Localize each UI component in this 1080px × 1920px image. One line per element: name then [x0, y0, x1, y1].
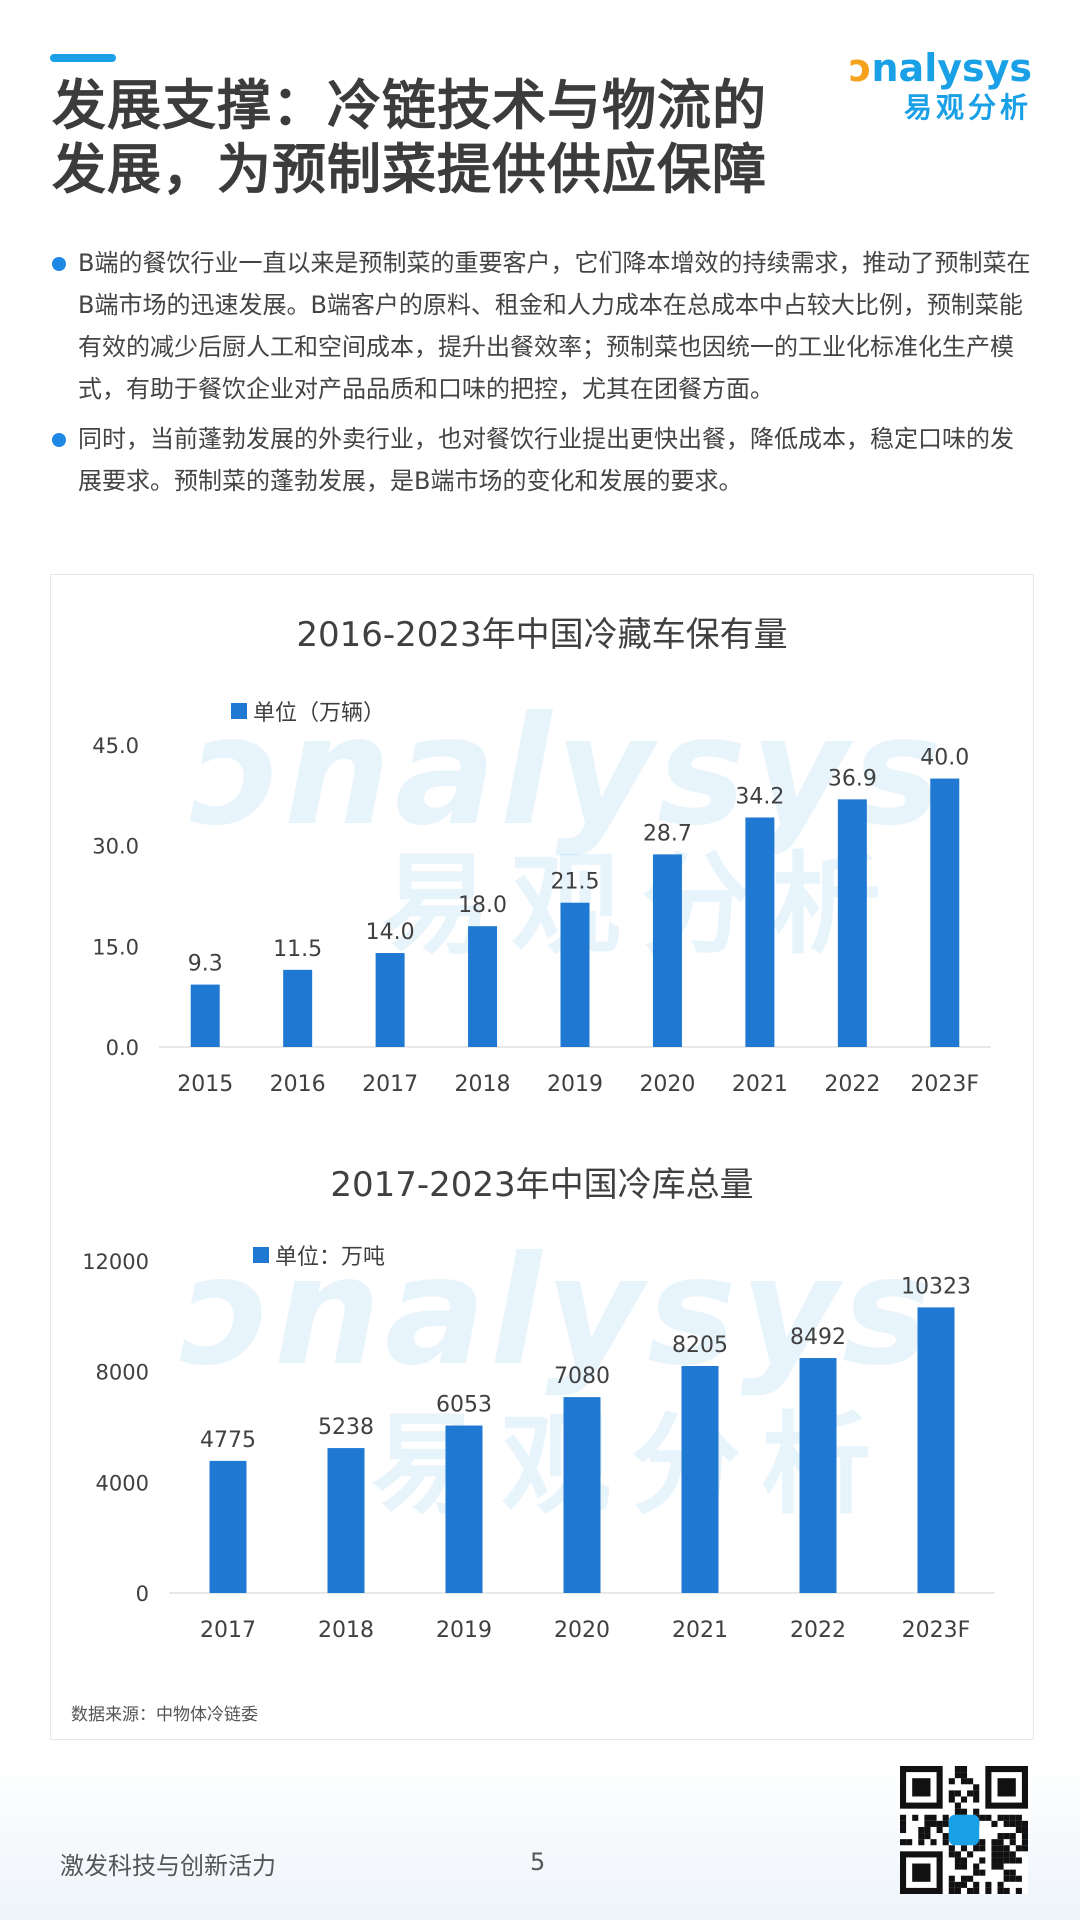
x-tick-label: 2020 — [554, 1618, 610, 1643]
bar-value-label: 9.3 — [188, 952, 223, 977]
x-tick-label: 2020 — [639, 1072, 695, 1097]
y-tick-label: 0.0 — [106, 1036, 139, 1060]
x-tick-label: 2021 — [732, 1072, 788, 1097]
legend-swatch — [231, 703, 247, 719]
chart2-legend-label: 单位：万吨 — [275, 1245, 386, 1270]
page-title-line2: 发展，为预制菜提供供应保障 — [52, 138, 767, 201]
x-tick-label: 2017 — [200, 1618, 256, 1643]
bar-value-label: 34.2 — [735, 784, 784, 809]
logo-en-text: nalysys — [871, 46, 1033, 90]
bar — [745, 817, 775, 1047]
bar — [799, 1358, 837, 1593]
bar — [560, 902, 590, 1047]
bar-value-label: 4775 — [200, 1428, 256, 1453]
chart2-title: 2017-2023年中国冷库总量 — [330, 1165, 754, 1205]
y-tick-label: 4000 — [96, 1471, 149, 1495]
bar-value-label: 8205 — [672, 1333, 728, 1358]
x-tick-label: 2019 — [547, 1072, 603, 1097]
bullet-item: 同时，当前蓬勃发展的外卖行业，也对餐饮行业提出更快出餐，降低成本，稳定口味的发展… — [52, 418, 1032, 502]
bullet-item: B端的餐饮行业一直以来是预制菜的重要客户，它们降本增效的持续需求，推动了预制菜在… — [52, 242, 1032, 410]
y-tick-label: 15.0 — [92, 935, 139, 959]
chart2-legend: 单位：万吨 — [253, 1239, 385, 1271]
bullet-dot-icon — [52, 433, 66, 447]
bar — [468, 926, 498, 1047]
bar-value-label: 18.0 — [458, 893, 507, 918]
chart1-legend: 单位（万辆） — [231, 695, 385, 727]
x-tick-label: 2018 — [318, 1618, 374, 1643]
x-tick-label: 2018 — [455, 1072, 511, 1097]
x-tick-label: 2015 — [177, 1072, 233, 1097]
qr-code-icon — [900, 1766, 1028, 1894]
bar — [327, 1448, 365, 1593]
bar — [563, 1397, 601, 1593]
bar-value-label: 8492 — [790, 1325, 846, 1350]
data-source: 数据来源：中物体冷链委 — [71, 1705, 258, 1725]
page-title-line1: 发展支撑：冷链技术与物流的 — [52, 74, 767, 137]
bar-value-label: 11.5 — [273, 937, 322, 962]
bar — [375, 953, 405, 1047]
y-tick-label: 12000 — [82, 1250, 149, 1274]
bar-value-label: 10323 — [901, 1274, 971, 1299]
bar-value-label: 14.0 — [366, 920, 415, 945]
bar — [283, 969, 313, 1047]
y-tick-label: 0 — [136, 1582, 149, 1606]
legend-swatch — [253, 1247, 269, 1263]
bar-value-label: 21.5 — [551, 870, 600, 895]
bar-value-label: 28.7 — [643, 821, 692, 846]
logo-cn-text: 易观分析 — [903, 91, 1032, 124]
bar — [190, 984, 220, 1047]
y-tick-label: 45.0 — [92, 734, 139, 758]
bullet-text: B端的餐饮行业一直以来是预制菜的重要客户，它们降本增效的持续需求，推动了预制菜在… — [78, 249, 1031, 403]
chart-card: ↄnalysys 易观分析 ↄnalysys 易观分析 2016-2023年中国… — [50, 574, 1034, 1740]
bar — [652, 854, 682, 1047]
chart2-svg: 0 4000 8000 12000 4775 2017 5238 2018 6053 2019 70… — [82, 1250, 995, 1643]
logo-swoosh-icon: ↄ — [848, 46, 872, 90]
bar — [445, 1425, 483, 1593]
x-tick-label: 2023F — [910, 1072, 979, 1097]
bar — [681, 1365, 719, 1593]
x-tick-label: 2023F — [902, 1618, 971, 1643]
bar — [837, 799, 867, 1047]
x-tick-label: 2022 — [790, 1618, 846, 1643]
bar-value-label: 40.0 — [920, 746, 969, 771]
x-tick-label: 2021 — [672, 1618, 728, 1643]
bar-value-label: 36.9 — [828, 766, 877, 791]
bar-value-label: 6053 — [436, 1393, 492, 1418]
chart1-svg: 0.0 15.0 30.0 45.0 9.3 2015 11.5 2016 14.0 2017 18… — [92, 734, 991, 1097]
y-tick-label: 30.0 — [92, 835, 139, 859]
x-tick-label: 2022 — [824, 1072, 880, 1097]
x-tick-label: 2017 — [362, 1072, 418, 1097]
bullet-list: B端的餐饮行业一直以来是预制菜的重要客户，它们降本增效的持续需求，推动了预制菜在… — [52, 242, 1032, 510]
bullet-text: 同时，当前蓬勃发展的外卖行业，也对餐饮行业提出更快出餐，降低成本，稳定口味的发展… — [78, 425, 1014, 495]
page-title: 发展支撑：冷链技术与物流的 发展，为预制菜提供供应保障 — [52, 74, 832, 202]
analysys-logo: ↄnalysys 易观分析 — [832, 46, 1032, 146]
x-tick-label: 2019 — [436, 1618, 492, 1643]
chart1-title: 2016-2023年中国冷藏车保有量 — [296, 615, 788, 655]
bar-value-label: 7080 — [554, 1364, 610, 1389]
bar-value-label: 5238 — [318, 1415, 374, 1440]
footer-slogan: 激发科技与创新活力 — [60, 1852, 276, 1880]
page-number: 5 — [530, 1848, 546, 1876]
bullet-dot-icon — [52, 257, 66, 271]
bar — [917, 1307, 955, 1593]
bar — [209, 1460, 247, 1593]
title-accent-bar — [50, 54, 116, 62]
chart1-legend-label: 单位（万辆） — [253, 701, 386, 726]
x-tick-label: 2016 — [270, 1072, 326, 1097]
y-tick-label: 8000 — [96, 1361, 149, 1385]
bar — [930, 778, 960, 1047]
